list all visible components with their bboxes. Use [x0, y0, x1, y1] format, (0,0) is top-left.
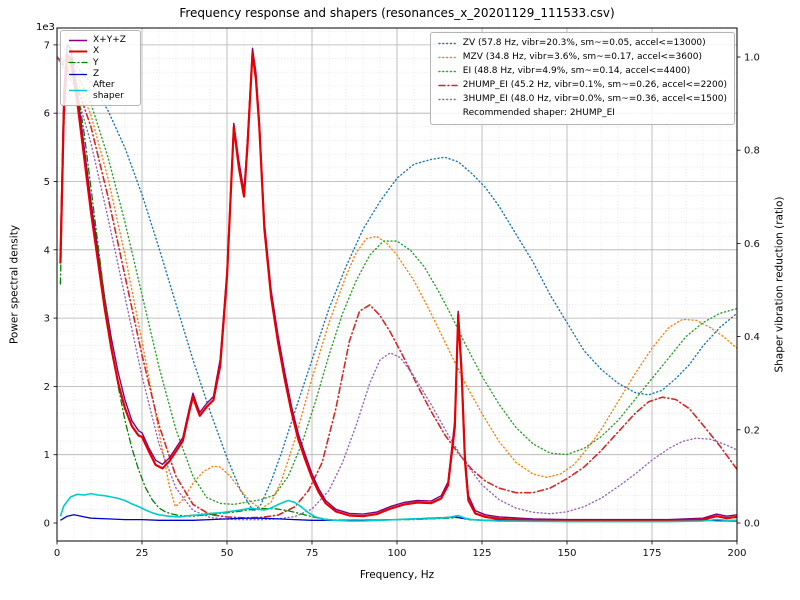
x-tick-label: 25 [136, 548, 149, 559]
legend-label: 3HUMP_EI (48.0 Hz, vibr=0.0%, sm~=0.36, … [462, 94, 727, 105]
x-tick-label: 150 [557, 548, 576, 559]
series-x-line [59, 52, 737, 523]
y-right-tick-label: 0.6 [744, 239, 760, 250]
y-axis-label-right: Shaper vibration reduction (ratio) [773, 196, 786, 373]
legend-line-sample [69, 39, 87, 41]
y-left-tick-label: 7 [44, 40, 50, 51]
x-tick-label: 200 [727, 548, 746, 559]
y-right-tick-label: 0.8 [744, 146, 760, 157]
y-axis-offset-label: 1e3 [36, 22, 55, 33]
axis-ticks: 0 25 50 75 100 125 150 175 200 0 1 2 3 4 5 6 7 0.0 0.2 0.4 0… [44, 40, 760, 559]
legend-line-sample [69, 50, 87, 53]
series-2HUMP_EI-line [57, 56, 737, 519]
y-right-tick-label: 0.2 [744, 425, 760, 436]
shaper-legend: ZV (57.8 Hz, vibr=20.3%, sm~=0.05, accel… [429, 32, 735, 126]
y-left-tick-label: 1 [44, 450, 50, 461]
x-tick-label: 50 [221, 548, 234, 559]
x-tick-label: 100 [387, 548, 406, 559]
legend-item-3HUMP_EI: 3HUMP_EI (48.0 Hz, vibr=0.0%, sm~=0.36, … [438, 93, 727, 106]
legend-label: ZV (57.8 Hz, vibr=20.3%, sm~=0.05, accel… [462, 38, 706, 48]
legend-line-sample [69, 73, 87, 75]
legend-line-sample [438, 56, 458, 59]
recommended-shaper-note: Recommended shaper: 2HUMP_EI [462, 108, 615, 119]
y-left-tick-label: 3 [44, 314, 50, 325]
legend-line-sample [68, 62, 88, 64]
legend-item-sum: X+Y+Z [68, 35, 133, 45]
legend-line-sample [437, 84, 458, 87]
legend-item-2HUMP_EI: 2HUMP_EI (45.2 Hz, vibr=0.1%, sm~=0.26, … [437, 79, 727, 92]
legend-label: X [93, 46, 100, 57]
series-MZV-line [57, 56, 737, 510]
legend-label: MZV (34.8 Hz, vibr=3.6%, sm~=0.17, accel… [462, 52, 702, 63]
psd-legend: X+Y+Z X Y Z After shaper [60, 30, 141, 107]
x-tick-label: 125 [472, 548, 491, 559]
legend-label: After shaper [93, 80, 124, 101]
legend-label: EI (48.8 Hz, vibr=4.9%, sm~=0.14, accel<… [462, 66, 691, 77]
series-ZV-line [57, 56, 737, 513]
legend-label: Z [93, 69, 100, 80]
legend-line-sample [69, 89, 87, 92]
legend-item-MZV: MZV (34.8 Hz, vibr=3.6%, sm~=0.17, accel… [438, 51, 727, 64]
y-axis-label-left: Power spectral density [8, 224, 21, 345]
legend-label: X+Y+Z [93, 35, 126, 45]
y-right-tick-label: 0.0 [744, 519, 760, 530]
legend-item-EI: EI (48.8 Hz, vibr=4.9%, sm~=0.14, accel<… [438, 65, 727, 78]
legend-line-sample [438, 42, 458, 45]
series-group [57, 44, 737, 523]
series-EI-line [57, 56, 737, 506]
y-left-tick-label: 0 [44, 519, 50, 530]
legend-item-x: X [68, 46, 133, 56]
y-left-tick-label: 5 [44, 177, 50, 188]
x-tick-label: 75 [306, 548, 319, 559]
x-tick-label: 175 [642, 548, 661, 559]
legend-label: Y [93, 57, 99, 68]
chart-title: Frequency response and shapers (resonanc… [179, 6, 615, 20]
legend-item-y: Y [68, 58, 133, 68]
y-left-tick-label: 2 [44, 382, 50, 393]
y-left-tick-label: 4 [44, 245, 50, 256]
legend-label: 2HUMP_EI (45.2 Hz, vibr=0.1%, sm~=0.26, … [462, 80, 727, 91]
series-after-shaper-line [59, 492, 737, 523]
x-tick-label: 0 [54, 548, 60, 559]
y-right-tick-label: 1.0 [744, 53, 760, 64]
legend-line-sample [438, 70, 458, 73]
legend-item-z: Z [68, 69, 133, 79]
x-axis-label: Frequency, Hz [359, 569, 435, 581]
legend-item-ZV: ZV (57.8 Hz, vibr=20.3%, sm~=0.05, accel… [438, 37, 727, 50]
legend-item-after-shaper: After shaper [68, 80, 133, 101]
y-left-tick-label: 6 [44, 109, 50, 120]
series-3HUMP_EI-line [57, 56, 737, 521]
y-right-tick-label: 0.4 [744, 332, 760, 343]
legend-line-sample [438, 99, 458, 101]
